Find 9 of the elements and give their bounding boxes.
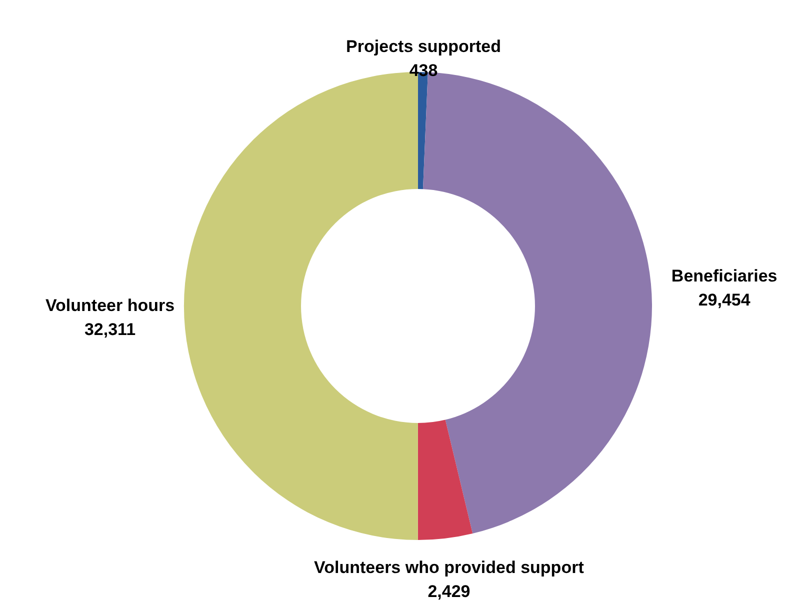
data-label: 32,311: [84, 320, 136, 339]
data-label: 2,429: [428, 582, 470, 602]
slice-label: Volunteer hours: [45, 296, 175, 315]
slice-label: Projects supported: [346, 36, 501, 56]
data-label: 438: [409, 60, 438, 80]
slice-label: Beneficiaries: [671, 266, 778, 286]
slice-label: Volunteers who provided support: [314, 558, 584, 578]
donut-slice: [418, 420, 473, 540]
data-label: 29,454: [698, 290, 751, 310]
